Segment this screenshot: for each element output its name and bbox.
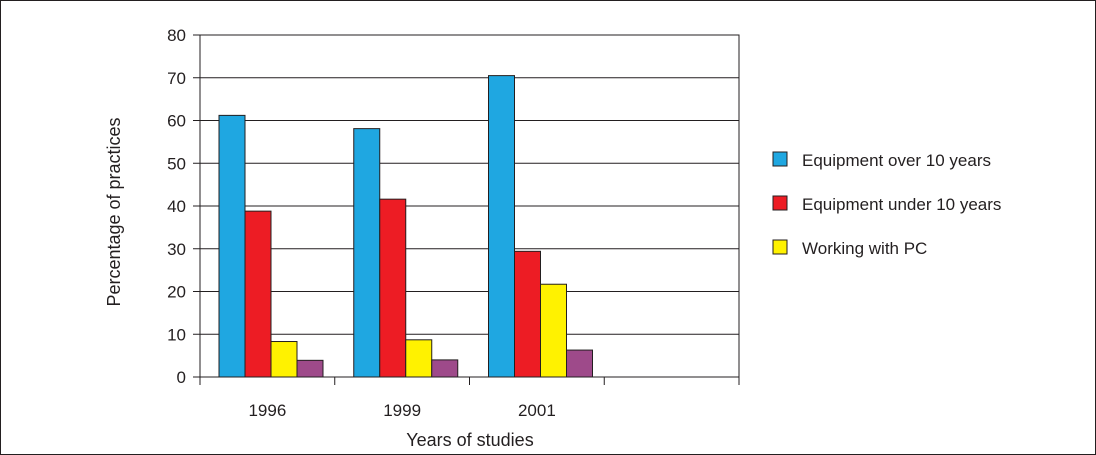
y-tick-label: 30 — [167, 240, 186, 259]
legend-label: Equipment under 10 years — [802, 195, 1001, 214]
y-tick-label: 0 — [177, 368, 186, 387]
x-tick-label: 1996 — [248, 401, 286, 420]
bar — [244, 210, 272, 378]
y-tick-label: 70 — [167, 69, 186, 88]
legend-item: Working with PC — [772, 239, 927, 258]
bar — [353, 128, 381, 378]
legend-label: Working with PC — [802, 239, 927, 258]
bar — [540, 283, 567, 378]
bar — [270, 341, 298, 378]
y-tick-labels: 0 10 20 30 40 50 60 70 80 — [167, 26, 186, 387]
x-tick-labels: 1996 1999 2001 — [248, 401, 555, 420]
bar — [296, 359, 324, 378]
y-tick-label: 40 — [167, 197, 186, 216]
bar — [379, 198, 407, 378]
legend-item: Equipment under 10 years — [772, 195, 1001, 214]
y-tick-label: 10 — [167, 325, 186, 344]
x-tick-label: 2001 — [518, 401, 556, 420]
x-axis-title: Years of studies — [406, 430, 533, 450]
bar — [488, 75, 515, 378]
legend-swatch — [772, 239, 788, 255]
bar — [514, 250, 541, 378]
axes — [199, 34, 740, 385]
legend-swatch — [772, 151, 788, 167]
bar — [218, 114, 246, 378]
gridlines — [193, 34, 739, 378]
y-tick-label: 20 — [167, 283, 186, 302]
legend-item: Equipment over 10 years — [772, 151, 991, 170]
bar — [405, 339, 433, 378]
legend-swatch — [772, 195, 788, 211]
bar — [431, 359, 459, 378]
bars — [218, 75, 593, 378]
y-axis-title: Percentage of practices — [104, 117, 124, 306]
bar — [566, 349, 593, 378]
x-tick-label: 1999 — [383, 401, 421, 420]
y-tick-label: 80 — [167, 26, 186, 45]
y-tick-label: 60 — [167, 112, 186, 131]
legend: Equipment over 10 years Equipment under 1… — [772, 151, 1001, 258]
y-tick-label: 50 — [167, 154, 186, 173]
legend-label: Equipment over 10 years — [802, 151, 991, 170]
